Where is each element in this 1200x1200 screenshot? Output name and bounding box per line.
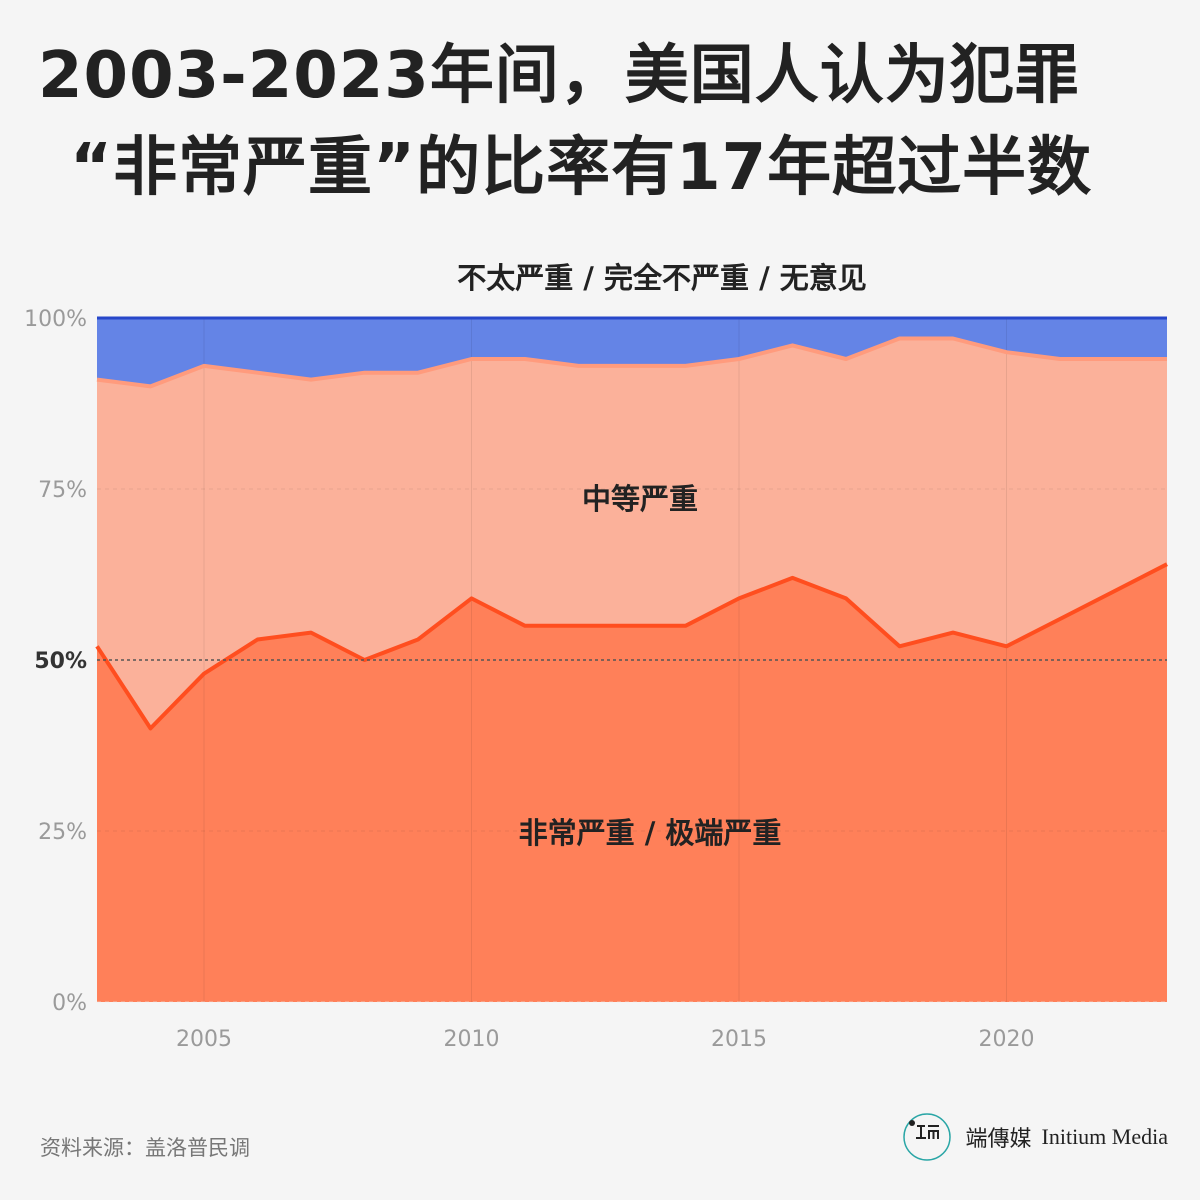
brand-name-chinese: 端傳媒 <box>965 1127 1032 1152</box>
series-label-other: 不太严重 / 完全不严重 / 无意见 <box>457 261 867 295</box>
title-line-2: “非常严重”的比率有17年超过半数 <box>70 131 1093 205</box>
area-moderate-series <box>97 338 1167 729</box>
x-tick-label: 2005 <box>176 1027 232 1052</box>
title-line-1: 2003-2023年间，美国人认为犯罪 <box>38 39 1080 113</box>
x-tick-label: 2020 <box>979 1027 1035 1052</box>
stacked-area-chart: 0% 25% 50% 75% 100% 2005 2010 2015 2020 非常严重 / 极端… <box>24 261 1168 1052</box>
x-tick-label: 2015 <box>711 1027 767 1052</box>
series-label-very-serious: 非常严重 / 极端严重 <box>519 816 782 850</box>
brand-block: 端傳媒 Initium Media <box>902 1112 1168 1162</box>
series-label-moderate: 中等严重 <box>582 482 698 516</box>
y-tick-label: 0% <box>52 991 87 1016</box>
area-very-serious-series <box>97 564 1167 1002</box>
brand-name-english: Initium Media <box>1041 1124 1168 1149</box>
y-tick-label: 100% <box>24 307 87 332</box>
y-tick-label: 50% <box>34 649 87 674</box>
chart-title: 2003-2023年间，美国人认为犯罪 “非常严重”的比率有17年超过半数 <box>38 30 1168 214</box>
y-tick-label: 75% <box>38 478 87 503</box>
line-very-serious-boundary <box>95 562 1168 731</box>
x-tick-label: 2010 <box>444 1027 500 1052</box>
area-other-series <box>97 318 1167 387</box>
line-moderate-boundary <box>96 336 1167 389</box>
initium-logo-icon <box>902 1113 951 1161</box>
y-tick-label: 25% <box>38 820 87 845</box>
data-source-note: 资料来源：盖洛普民调 <box>40 1136 250 1160</box>
